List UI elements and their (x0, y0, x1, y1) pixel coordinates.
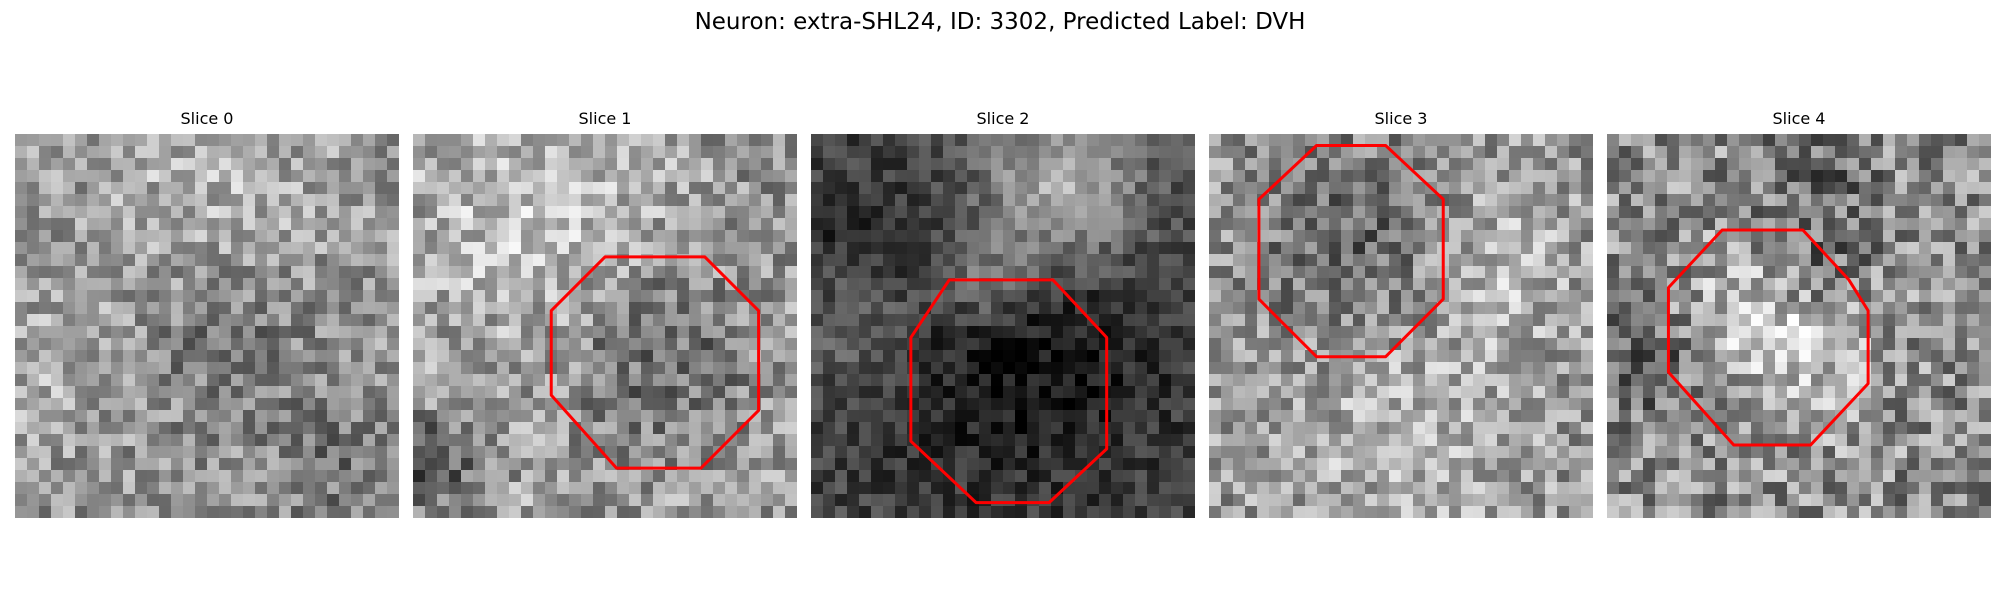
figure-title: Neuron: extra-SHL24, ID: 3302, Predicted… (0, 6, 2000, 38)
slice-image-2 (811, 134, 1195, 518)
slice-title-3: Slice 3 (1209, 108, 1593, 130)
slice-image-4 (1607, 134, 1991, 518)
slice-image-0 (15, 134, 399, 518)
slice-image-3 (1209, 134, 1593, 518)
slice-title-0: Slice 0 (15, 108, 399, 130)
slice-title-1: Slice 1 (413, 108, 797, 130)
slice-title-4: Slice 4 (1607, 108, 1991, 130)
slice-title-2: Slice 2 (811, 108, 1195, 130)
slice-image-1 (413, 134, 797, 518)
